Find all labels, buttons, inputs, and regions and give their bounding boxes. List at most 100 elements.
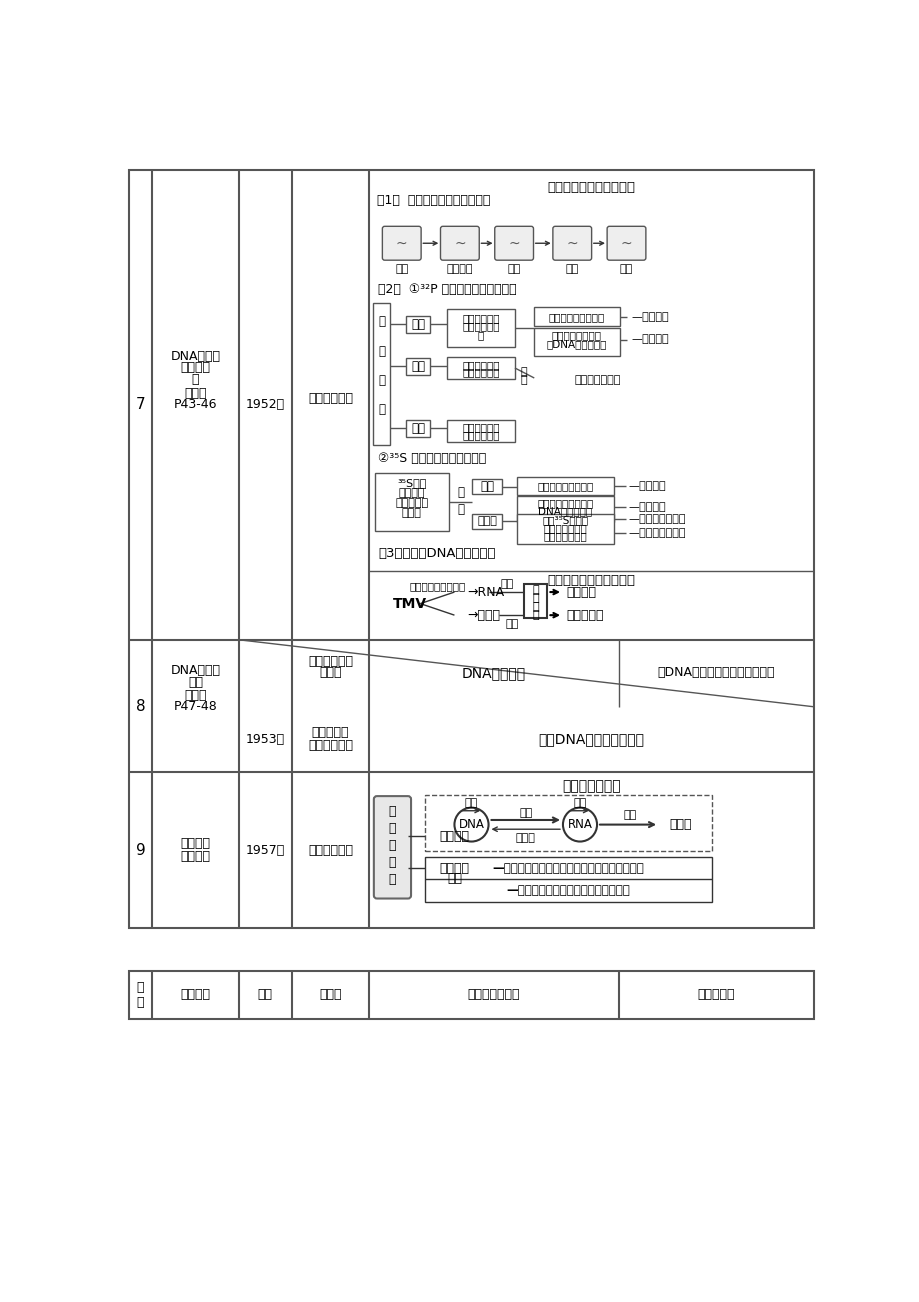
- Text: DNA衍射图谱: DNA衍射图谱: [461, 665, 526, 680]
- Text: 接种: 接种: [500, 578, 513, 589]
- FancyBboxPatch shape: [494, 227, 533, 260]
- Text: 复制: 复制: [573, 798, 586, 809]
- Text: 拌: 拌: [457, 503, 464, 516]
- Text: →蛋白质: →蛋白质: [466, 608, 499, 621]
- Text: 中心法则的提出: 中心法则的提出: [562, 779, 620, 793]
- Text: 噬菌体侵染细菌的实验：: 噬菌体侵染细菌的实验：: [547, 181, 635, 194]
- Text: 合理: 合理: [411, 318, 425, 331]
- Text: —沉淀物放射性低: —沉淀物放射性低: [629, 527, 686, 538]
- Text: 接种: 接种: [505, 618, 518, 629]
- Bar: [524, 585, 547, 618]
- Text: 必修二: 必修二: [184, 689, 207, 702]
- Text: 科学家: 科学家: [319, 988, 341, 1001]
- Text: 常: 常: [532, 594, 539, 603]
- Text: 组装: 组装: [565, 264, 578, 273]
- Text: 沉淀物为包含噬菌体: 沉淀物为包含噬菌体: [537, 499, 593, 509]
- Text: 沉淀物为包含噬菌: 沉淀物为包含噬菌: [551, 331, 601, 341]
- Bar: [534, 307, 618, 327]
- Text: 上清液有放射性: 上清液有放射性: [574, 375, 620, 384]
- Text: 必修二: 必修二: [184, 387, 207, 400]
- Text: 感染病毒: 感染病毒: [566, 586, 596, 599]
- Text: ~: ~: [566, 236, 577, 250]
- Text: 完分: 完分: [480, 480, 494, 493]
- Text: 部分噬菌体未: 部分噬菌体未: [461, 359, 499, 370]
- Text: ~: ~: [454, 236, 465, 250]
- Text: 基因对性: 基因对性: [180, 837, 210, 850]
- Text: TMV: TMV: [392, 596, 426, 611]
- Text: 上清液为噬菌体外壳: 上清液为噬菌体外壳: [548, 312, 605, 322]
- Text: 保温后: 保温后: [402, 508, 421, 518]
- Text: DNA的大肠杆菌: DNA的大肠杆菌: [538, 506, 592, 516]
- Text: （3）结论：DNA是遗传物质: （3）结论：DNA是遗传物质: [378, 547, 495, 560]
- Bar: [425, 796, 711, 850]
- Text: 释放: 释放: [619, 264, 632, 273]
- Text: 1952年: 1952年: [245, 398, 285, 411]
- Text: —上清液放射性高: —上清液放射性高: [629, 514, 686, 523]
- Text: 放在水和苯酚中震荡: 放在水和苯酚中震荡: [409, 582, 465, 591]
- Text: 构造: 构造: [187, 676, 203, 689]
- Text: —有放射性: —有放射性: [629, 480, 665, 491]
- Text: 少量³⁵S噬菌体: 少量³⁵S噬菌体: [541, 516, 587, 526]
- Text: 状的控制: 状的控制: [180, 850, 210, 863]
- Text: 吸附: 吸附: [394, 264, 408, 273]
- Text: 中心法则: 中心法则: [439, 829, 469, 842]
- Bar: [405, 315, 430, 332]
- Bar: [375, 473, 448, 531]
- Text: ~: ~: [620, 236, 631, 250]
- Text: 不完分: 不完分: [477, 516, 496, 526]
- Text: 杆菌混合、: 杆菌混合、: [395, 497, 428, 508]
- Bar: [129, 971, 813, 1018]
- FancyBboxPatch shape: [373, 796, 411, 898]
- Text: 控制性状: 控制性状: [439, 862, 469, 875]
- Bar: [516, 513, 614, 544]
- Text: 1957年: 1957年: [245, 844, 285, 857]
- Bar: [447, 357, 515, 379]
- Text: 途径: 途径: [447, 872, 461, 885]
- Text: 离: 离: [520, 367, 527, 376]
- Text: （1）  噬菌体的复制式增殖过程: （1） 噬菌体的复制式增殖过程: [377, 194, 490, 207]
- Bar: [534, 328, 618, 357]
- Text: 因: 因: [389, 822, 396, 835]
- Text: 【英】克里克: 【英】克里克: [308, 738, 353, 751]
- Text: 9: 9: [136, 842, 145, 858]
- Text: 兰克林: 兰克林: [319, 667, 341, 680]
- Circle shape: [562, 807, 596, 841]
- Circle shape: [454, 807, 488, 841]
- Text: P47-48: P47-48: [174, 700, 217, 713]
- Text: —通过控制酶的合成控制代谢过程间接控制性状: —通过控制酶的合成控制代谢过程间接控制性状: [492, 862, 643, 875]
- Text: 侵染大肠杆菌: 侵染大肠杆菌: [461, 367, 499, 378]
- Text: 转录: 转录: [518, 809, 532, 818]
- Text: 注入核酸: 注入核酸: [446, 264, 472, 273]
- Bar: [129, 171, 813, 928]
- Bar: [425, 857, 711, 901]
- Text: DNA是重要: DNA是重要: [170, 350, 221, 363]
- Text: 状: 状: [389, 872, 396, 885]
- Text: 时: 时: [378, 374, 385, 387]
- Text: 蛋白质外壳吸附: 蛋白质外壳吸附: [543, 523, 586, 533]
- Text: 过长: 过长: [411, 422, 425, 435]
- Bar: [373, 302, 390, 445]
- Text: 合成: 合成: [507, 264, 520, 273]
- Text: 时间: 时间: [257, 988, 273, 1001]
- Text: 序
号: 序 号: [137, 980, 144, 1009]
- Text: 与: 与: [389, 838, 396, 852]
- Text: 蛋白质: 蛋白质: [669, 818, 691, 831]
- FancyBboxPatch shape: [607, 227, 645, 260]
- Text: 烟草花叶病毒的重组实验: 烟草花叶病毒的重组实验: [547, 574, 635, 587]
- Text: （2）  ①³²P 噬菌体侵染大肠杆菌：: （2） ①³²P 噬菌体侵染大肠杆菌：: [378, 283, 516, 296]
- Text: 重要发现及观点: 重要发现及观点: [467, 988, 519, 1001]
- FancyBboxPatch shape: [552, 227, 591, 260]
- Text: ②³⁵S 噬菌体侵染大肠杆菌：: ②³⁵S 噬菌体侵染大肠杆菌：: [378, 452, 486, 465]
- Text: 正: 正: [532, 585, 539, 595]
- Text: 1953年: 1953年: [245, 733, 285, 746]
- Text: 搅: 搅: [457, 486, 464, 499]
- Bar: [516, 477, 614, 495]
- Text: ~: ~: [395, 236, 407, 250]
- Text: 构建DNA双螺旋构造模型: 构建DNA双螺旋构造模型: [538, 732, 644, 746]
- Text: 为DNA分子的构造提供数据基础: 为DNA分子的构造提供数据基础: [657, 667, 775, 680]
- Text: RNA: RNA: [567, 818, 592, 831]
- Text: —有放射性: —有放射性: [630, 335, 668, 345]
- Text: 基: 基: [389, 805, 396, 818]
- Text: 探究历程: 探究历程: [180, 988, 210, 1001]
- Text: 性: 性: [389, 855, 396, 868]
